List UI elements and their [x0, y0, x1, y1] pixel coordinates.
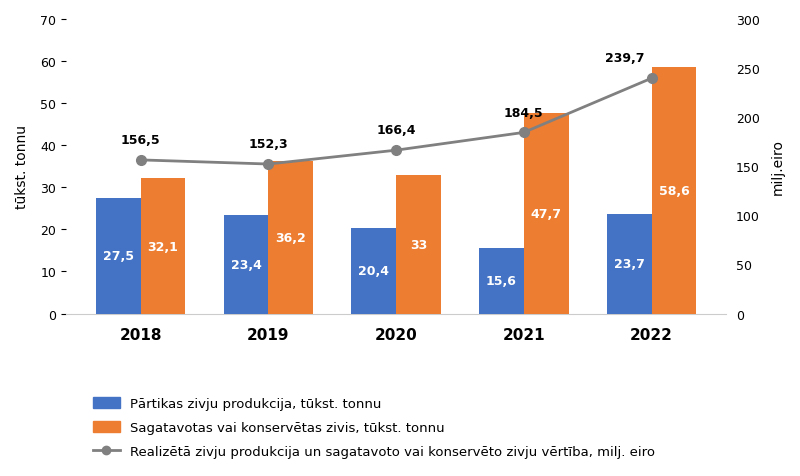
- Realizētā zivju produkcija un sagatavoto vai konservēto zivju vērtība, milj. eiro: [646, 76, 656, 82]
- Text: 36,2: 36,2: [275, 231, 306, 244]
- Text: 23,7: 23,7: [614, 258, 645, 271]
- Realizētā zivju produkcija un sagatavoto vai konservēto zivju vērtība, milj. eiro: [391, 148, 401, 154]
- Text: 184,5: 184,5: [504, 106, 544, 119]
- Bar: [224, 216, 268, 314]
- Y-axis label: tūkst. tonnu: tūkst. tonnu: [15, 125, 29, 209]
- Bar: [524, 114, 569, 314]
- Line: Realizētā zivju produkcija un sagatavoto vai konservēto zivju vērtība, milj. eiro: Realizētā zivju produkcija un sagatavoto…: [136, 74, 657, 169]
- Text: 32,1: 32,1: [147, 240, 178, 253]
- Realizētā zivju produkcija un sagatavoto vai konservēto zivju vērtība, milj. eiro: [136, 158, 146, 163]
- Text: 166,4: 166,4: [376, 124, 416, 137]
- Bar: [268, 162, 313, 314]
- Text: 239,7: 239,7: [605, 52, 645, 65]
- Bar: [351, 228, 396, 314]
- Bar: [141, 179, 186, 314]
- Bar: [96, 198, 141, 314]
- Y-axis label: milj.eiro: milj.eiro: [771, 139, 785, 195]
- Bar: [479, 248, 524, 314]
- Realizētā zivju produkcija un sagatavoto vai konservēto zivju vērtība, milj. eiro: [263, 162, 273, 168]
- Text: 33: 33: [410, 238, 427, 251]
- Bar: [607, 214, 651, 314]
- Text: 156,5: 156,5: [121, 134, 160, 147]
- Text: 58,6: 58,6: [658, 184, 690, 198]
- Text: 27,5: 27,5: [102, 250, 134, 263]
- Bar: [396, 175, 441, 314]
- Text: 47,7: 47,7: [530, 207, 562, 220]
- Realizētā zivju produkcija un sagatavoto vai konservēto zivju vērtība, milj. eiro: [519, 130, 529, 136]
- Text: 15,6: 15,6: [486, 275, 517, 288]
- Text: 23,4: 23,4: [230, 258, 262, 271]
- Text: 152,3: 152,3: [249, 138, 288, 151]
- Legend: Pārtikas zivju produkcija, tūkst. tonnu, Sagatavotas vai konservētas zivis, tūks: Pārtikas zivju produkcija, tūkst. tonnu,…: [86, 390, 662, 465]
- Text: 20,4: 20,4: [358, 265, 390, 278]
- Bar: [651, 68, 696, 314]
